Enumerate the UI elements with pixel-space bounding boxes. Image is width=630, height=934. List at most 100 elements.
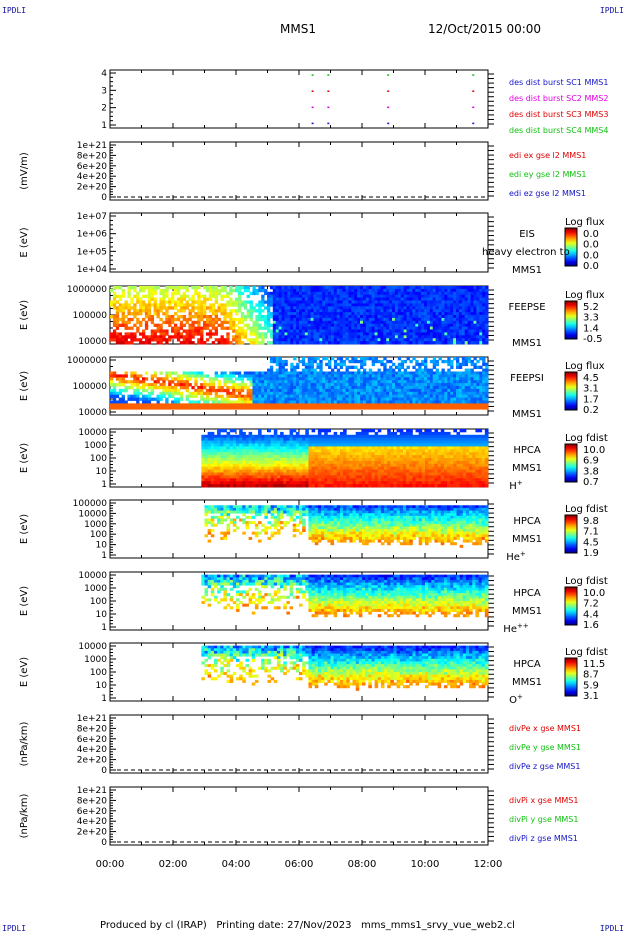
panel-feepse-cell [444, 341, 448, 345]
panel-feepse-cell [200, 312, 204, 316]
panel-hpca_h-cell [220, 475, 224, 479]
panel-feepsi-cell [246, 397, 250, 401]
panel-feepsi-cell [133, 394, 137, 398]
panel-feepsi-cell [345, 391, 349, 396]
panel-feepsi-cell [386, 388, 390, 393]
panel-feepse-cell [380, 291, 384, 296]
panel-feepse-cell [432, 341, 437, 345]
panel-feepse-cell [316, 303, 320, 307]
panel-feepsi-cell [374, 406, 378, 410]
panel-feepse-cell [316, 300, 320, 304]
panel-hpca_h-cell [223, 434, 227, 439]
panel-feepse-cell [458, 309, 463, 313]
panel-feepsi-cell [112, 394, 117, 398]
panel-hpca_h-cell [289, 434, 294, 439]
panel-hpca_h-cell [299, 452, 303, 456]
panel-feepse-cell [330, 291, 335, 296]
panel-hpca_h-cell [210, 458, 215, 462]
panel-burst-ytick-label: 2 [101, 104, 107, 114]
panel-feepse-cell [403, 326, 407, 330]
panel-feepse-cell [322, 306, 326, 310]
panel-hpca_h-cell [289, 469, 294, 473]
panel-feepse-cell [464, 294, 469, 298]
panel-feepsi-cell [394, 394, 399, 398]
panel-feepse-cell [479, 323, 483, 327]
panel-feepse-cell [284, 320, 288, 325]
panel-hpca_h-cell [283, 466, 287, 470]
panel-feepse-cell [307, 291, 312, 296]
panel-feepsi-cell [293, 374, 297, 378]
panel-feepse-cell [421, 303, 425, 307]
panel-hpca_h-cell [289, 455, 294, 459]
panel-feepsi-cell [371, 388, 375, 393]
panel-feepse-cell [144, 338, 149, 342]
panel-feepse-cell [115, 320, 120, 325]
panel-hpca_h-cell [289, 443, 294, 447]
panel-feepsi-cell [261, 377, 265, 381]
panel-feepse-cell [197, 286, 201, 290]
panel-feepse-cell [325, 332, 329, 336]
panel-hpca_h-cell [302, 458, 306, 462]
panel-feepse-cell [176, 338, 181, 342]
panel-feepsi-cell [485, 365, 489, 369]
panel-feepse-cell [473, 341, 477, 345]
panel-feepse-cell [200, 332, 204, 336]
panel-feepse-cell [438, 335, 442, 339]
panel-feepse-cell [118, 306, 123, 310]
panel-feepsi-cell [147, 386, 152, 390]
panel-feepse-cell [223, 317, 227, 322]
panel-feepsi-cell [278, 406, 282, 410]
panel-feepse-cell [133, 309, 137, 313]
panel-feepse-cell [418, 294, 422, 298]
panel-feepse-cell [299, 320, 303, 325]
panel-feepsi-cell [421, 403, 425, 407]
panel-feepsi-cell [333, 403, 338, 407]
panel-feepse-cell [333, 323, 338, 327]
panel-feepsi-cell [133, 383, 137, 387]
panel-feepse-cell [173, 323, 178, 327]
panel-feepse-cell [197, 329, 201, 333]
panel-feepsi-cell [476, 388, 480, 393]
panel-feepsi-cell [246, 371, 250, 375]
panel-feepse-cell [342, 291, 346, 296]
panel-feepsi-cell [223, 400, 227, 404]
panel-feepsi-cell [290, 377, 294, 381]
panel-feepsi-cell [307, 371, 312, 375]
panel-feepse-cell [453, 332, 457, 336]
panel-feepse-cell [139, 323, 143, 327]
panel-feepse-cell [211, 309, 216, 313]
panel-hpca_h-cell [286, 460, 290, 465]
panel-feepse-cell [456, 317, 460, 322]
panel-feepse-cell [200, 329, 204, 333]
panel-feepsi-cell [456, 362, 460, 367]
panel-feepsi-cell [322, 406, 326, 410]
panel-feepse-cell [179, 326, 184, 330]
panel-feepse-cell [197, 317, 201, 322]
panel-hpca_h-cell [201, 455, 205, 459]
panel-feepse-cell [165, 320, 169, 325]
panel-feepsi-cell [432, 365, 437, 369]
panel-feepsi-cell [450, 394, 454, 398]
panel-feepse-cell [345, 329, 349, 333]
panel-feepse-cell [191, 315, 195, 319]
panel-feepse-cell [409, 309, 413, 313]
panel-burst-frame [109, 69, 489, 129]
panel-feepse-cell [307, 306, 312, 310]
panel-hpca_h-cell [245, 481, 249, 485]
panel-feepsi-cell [371, 391, 375, 396]
panel-feepse-cell [118, 294, 123, 298]
panel-feepse-cell [456, 320, 460, 325]
panel-hpca_h-cell [283, 475, 287, 479]
panel-feepsi-cell [304, 362, 309, 367]
panel-hpca_h-cell [261, 446, 265, 450]
panel-feepsi-cell [272, 400, 277, 404]
panel-hpca_h-cell [213, 463, 218, 468]
panel-feepsi-cell [275, 368, 280, 372]
panel-feepse-cell [447, 320, 451, 325]
panel-feepse-cell [290, 323, 294, 327]
panel-feepsi-cell [173, 397, 178, 401]
panel-feepse-cell [208, 332, 213, 336]
panel-feepsi-cell [386, 386, 390, 390]
panel-feepse-cell [246, 300, 250, 304]
panel-feepsi-cell [360, 403, 364, 407]
